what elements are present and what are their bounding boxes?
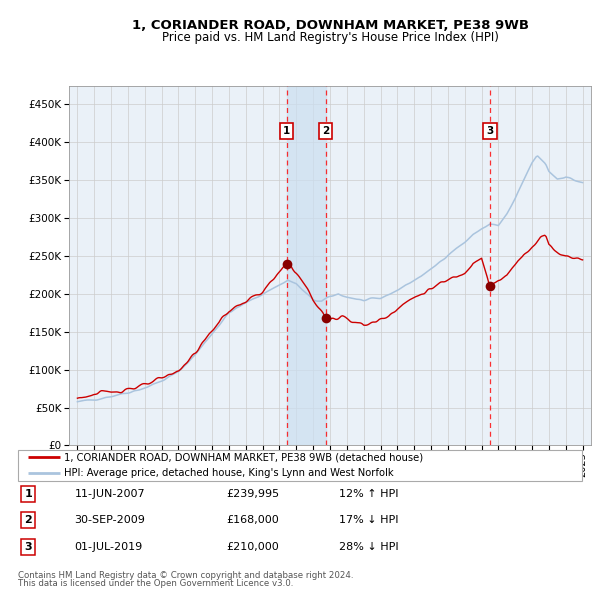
Text: £210,000: £210,000: [227, 542, 280, 552]
Text: This data is licensed under the Open Government Licence v3.0.: This data is licensed under the Open Gov…: [18, 579, 293, 588]
Text: 1, CORIANDER ROAD, DOWNHAM MARKET, PE38 9WB (detached house): 1, CORIANDER ROAD, DOWNHAM MARKET, PE38 …: [64, 453, 424, 463]
Text: 12% ↑ HPI: 12% ↑ HPI: [340, 489, 399, 499]
Text: 11-JUN-2007: 11-JUN-2007: [74, 489, 145, 499]
Text: 17% ↓ HPI: 17% ↓ HPI: [340, 516, 399, 525]
Text: 01-JUL-2019: 01-JUL-2019: [74, 542, 143, 552]
Text: 2: 2: [322, 126, 329, 136]
Text: 3: 3: [487, 126, 494, 136]
Text: 2: 2: [24, 516, 32, 525]
Text: £239,995: £239,995: [227, 489, 280, 499]
Text: Price paid vs. HM Land Registry's House Price Index (HPI): Price paid vs. HM Land Registry's House …: [161, 31, 499, 44]
Text: 3: 3: [25, 542, 32, 552]
Text: Contains HM Land Registry data © Crown copyright and database right 2024.: Contains HM Land Registry data © Crown c…: [18, 571, 353, 580]
Text: HPI: Average price, detached house, King's Lynn and West Norfolk: HPI: Average price, detached house, King…: [64, 468, 394, 478]
Text: 1: 1: [24, 489, 32, 499]
Text: 1, CORIANDER ROAD, DOWNHAM MARKET, PE38 9WB: 1, CORIANDER ROAD, DOWNHAM MARKET, PE38 …: [131, 19, 529, 32]
Bar: [287, 86, 326, 445]
Text: 1: 1: [283, 126, 290, 136]
Text: 28% ↓ HPI: 28% ↓ HPI: [340, 542, 399, 552]
Text: £168,000: £168,000: [227, 516, 280, 525]
Text: 30-SEP-2009: 30-SEP-2009: [74, 516, 145, 525]
